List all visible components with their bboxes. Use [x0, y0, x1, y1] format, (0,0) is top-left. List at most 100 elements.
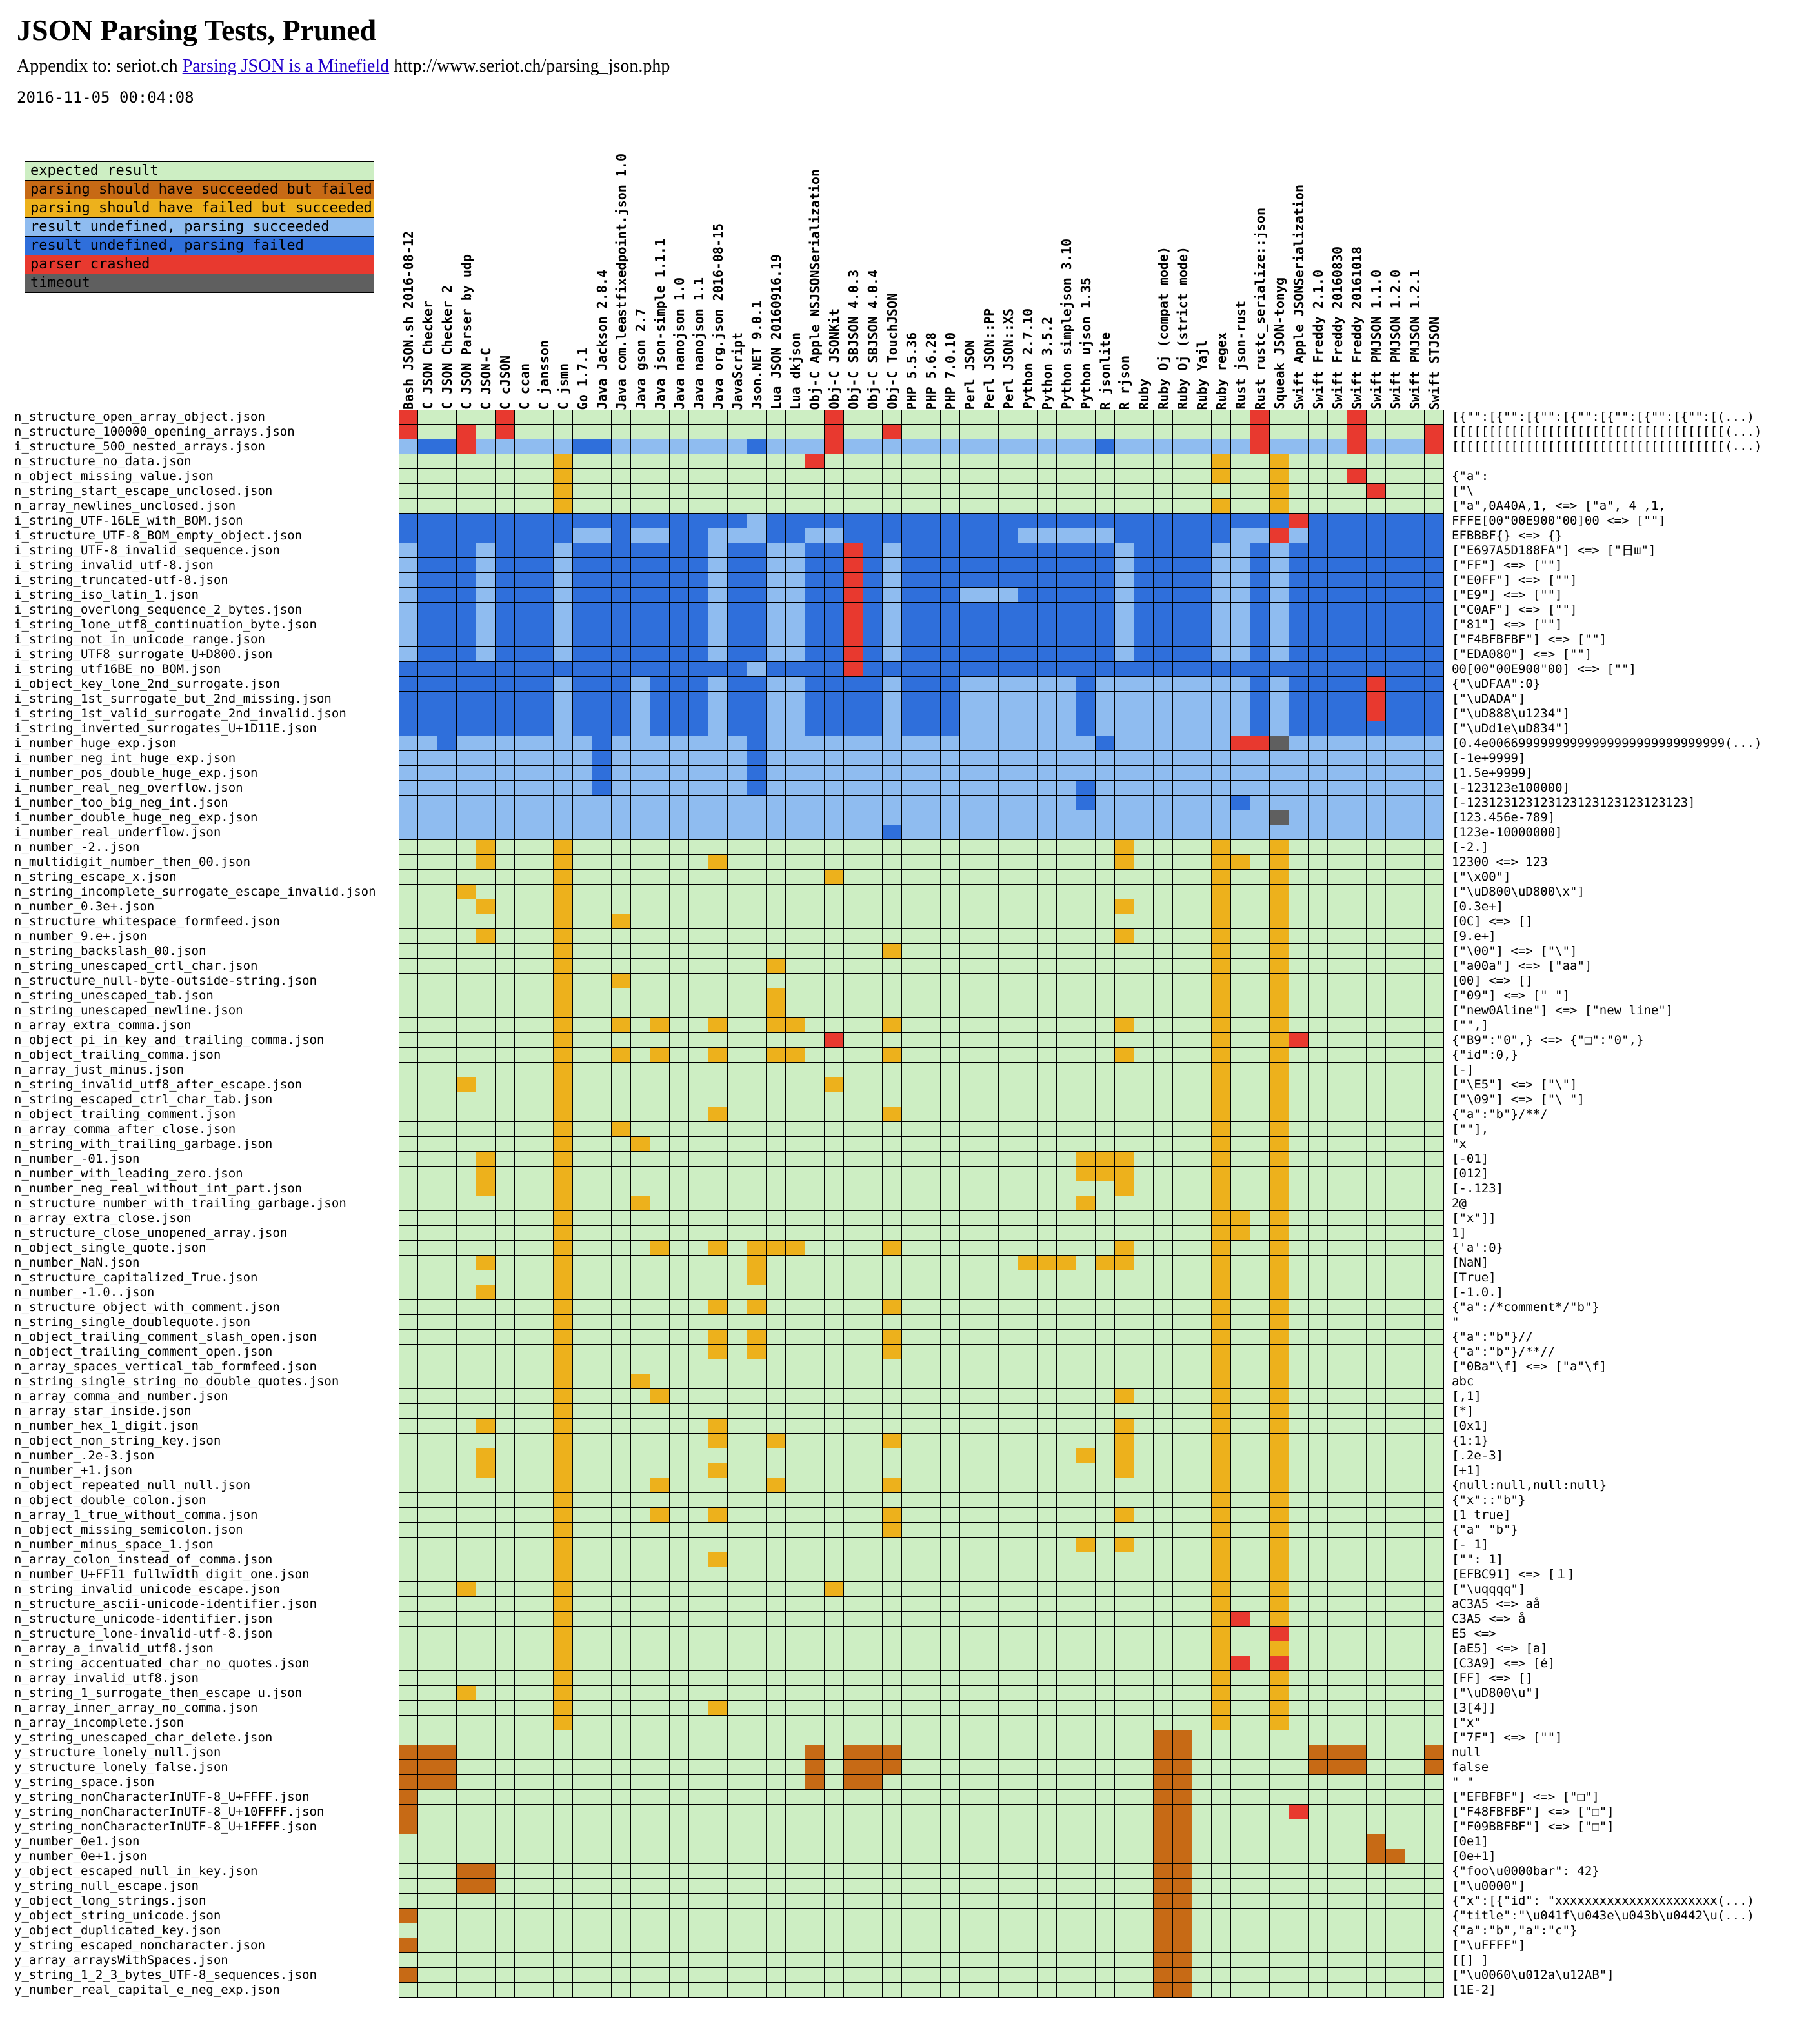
result-cell	[728, 885, 747, 899]
result-cell	[1076, 840, 1096, 855]
result-cell	[902, 1152, 921, 1167]
result-cell	[418, 1686, 437, 1701]
result-cell	[921, 1404, 941, 1419]
result-cell	[921, 885, 941, 899]
row-note: ["\00"] <=> ["\"]	[1452, 944, 1578, 958]
result-cell	[1076, 1226, 1096, 1241]
result-cell	[1057, 1211, 1076, 1226]
result-cell	[805, 1300, 825, 1315]
result-cell	[1231, 1582, 1250, 1597]
result-cell	[689, 1404, 708, 1419]
result-cell	[1270, 1389, 1289, 1404]
row-note: 1]	[1452, 1226, 1467, 1240]
result-cell	[1386, 1641, 1405, 1656]
result-cell	[399, 499, 418, 514]
result-cell	[1076, 1671, 1096, 1686]
result-cell	[496, 1122, 515, 1137]
result-cell	[689, 1181, 708, 1196]
result-cell	[534, 1330, 554, 1345]
result-cell	[863, 944, 883, 959]
result-cell	[960, 1033, 979, 1048]
table-row: n_object_trailing_comment_open.json {"a":…	[0, 1345, 1795, 1359]
result-cell	[863, 766, 883, 781]
result-cell	[1250, 1256, 1270, 1270]
result-cell	[1367, 543, 1386, 558]
minefield-link[interactable]: Parsing JSON is a Minefield	[182, 56, 390, 76]
column-header: Java json-simple 1.1.1	[652, 239, 668, 410]
result-cell	[979, 1077, 999, 1092]
result-cell	[979, 1241, 999, 1256]
result-cell	[650, 1552, 670, 1567]
result-cell	[999, 1671, 1018, 1686]
result-cell	[437, 1181, 457, 1196]
result-cell	[1192, 1330, 1212, 1345]
column-header: Swift Apple JSONSerialization	[1291, 184, 1307, 410]
result-cell	[902, 1627, 921, 1641]
result-cell	[418, 959, 437, 974]
row-label: i_number_double_huge_neg_exp.json	[14, 810, 258, 825]
result-cell	[805, 439, 825, 454]
result-cell	[1289, 1092, 1309, 1107]
result-cell	[1173, 959, 1192, 974]
result-cell	[631, 1226, 650, 1241]
result-cell	[805, 1107, 825, 1122]
result-cell	[612, 1434, 631, 1448]
result-cell	[592, 1359, 612, 1374]
result-cell	[1115, 1552, 1134, 1567]
result-cell	[708, 528, 728, 543]
result-cell	[1289, 885, 1309, 899]
result-cell	[515, 1048, 534, 1063]
result-cell	[1270, 706, 1289, 721]
result-cell	[999, 855, 1018, 870]
result-cell	[728, 929, 747, 944]
result-cell	[612, 885, 631, 899]
result-cell	[1212, 914, 1231, 929]
result-cell	[1134, 1582, 1154, 1597]
result-cell	[573, 721, 592, 736]
result-cell	[728, 454, 747, 469]
result-cell	[650, 1627, 670, 1641]
result-cell	[1173, 469, 1192, 484]
result-cell	[1212, 1107, 1231, 1122]
result-cell	[1270, 1538, 1289, 1552]
result-cell	[1038, 1523, 1057, 1538]
result-cell	[534, 662, 554, 677]
result-cell	[670, 469, 689, 484]
result-cell	[1405, 1063, 1425, 1077]
result-cell	[1096, 1374, 1115, 1389]
result-cell	[708, 810, 728, 825]
result-cell	[1425, 1107, 1444, 1122]
result-cell	[786, 929, 805, 944]
result-cell	[1134, 914, 1154, 929]
result-cell	[1328, 1181, 1347, 1196]
result-cell	[496, 1597, 515, 1612]
result-cell	[1367, 1226, 1386, 1241]
result-cell	[1134, 1523, 1154, 1538]
result-cell	[767, 573, 786, 588]
result-cell	[631, 692, 650, 706]
result-cell	[1018, 1137, 1038, 1152]
result-cell	[1212, 1270, 1231, 1285]
result-cell	[554, 1508, 573, 1523]
result-cell	[805, 1167, 825, 1181]
result-cell	[515, 899, 534, 914]
result-cell	[437, 514, 457, 528]
result-cell	[437, 528, 457, 543]
result-cell	[805, 840, 825, 855]
result-cell	[670, 1478, 689, 1493]
result-cell	[457, 1226, 476, 1241]
result-cell	[747, 469, 767, 484]
result-cell	[437, 1463, 457, 1478]
result-cell	[1250, 944, 1270, 959]
result-cell	[1134, 588, 1154, 603]
column-header: Java nanojson 1.1	[691, 277, 707, 410]
table-row: n_object_missing_semicolon.json {"a" "b"}	[0, 1523, 1795, 1538]
result-cell	[534, 1270, 554, 1285]
result-cell	[1231, 855, 1250, 870]
result-cell	[941, 454, 960, 469]
result-cell	[399, 855, 418, 870]
result-cell	[767, 1552, 786, 1567]
result-cell	[844, 870, 863, 885]
row-note: ["x"]]	[1452, 1211, 1496, 1225]
result-cell	[515, 1612, 534, 1627]
